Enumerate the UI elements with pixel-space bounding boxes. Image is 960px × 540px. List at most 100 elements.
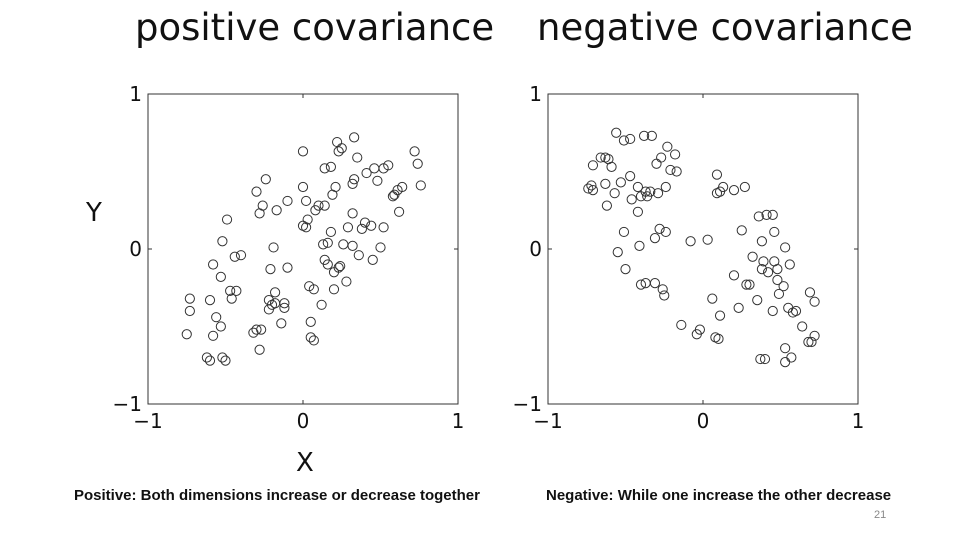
data-point xyxy=(806,336,817,348)
data-point xyxy=(635,279,647,290)
data-point xyxy=(587,160,599,171)
caption-negative: Negative: While one increase the other d… xyxy=(546,487,892,504)
data-point xyxy=(744,279,755,290)
data-point xyxy=(341,276,352,287)
data-point xyxy=(342,222,354,233)
data-point xyxy=(217,236,228,247)
y-tick-label: 0 xyxy=(529,237,542,261)
data-point xyxy=(660,226,671,238)
data-point xyxy=(297,181,309,193)
data-point xyxy=(665,164,676,176)
data-point xyxy=(372,175,383,186)
data-point xyxy=(217,352,228,363)
x-tick-label: −1 xyxy=(133,409,162,433)
data-point xyxy=(660,181,671,193)
data-point xyxy=(645,186,656,197)
data-point xyxy=(654,223,665,234)
data-point xyxy=(211,312,222,323)
data-point xyxy=(356,223,367,234)
data-point xyxy=(773,288,785,300)
data-point xyxy=(256,324,267,335)
data-point xyxy=(778,281,789,292)
data-point xyxy=(231,285,242,296)
data-point xyxy=(640,186,651,197)
data-point xyxy=(215,321,226,332)
data-point xyxy=(600,178,611,190)
data-point xyxy=(397,181,408,193)
data-point xyxy=(718,181,729,193)
data-point xyxy=(349,132,360,143)
y-tick-label: 0 xyxy=(129,237,142,261)
data-point xyxy=(409,146,420,157)
data-point xyxy=(670,149,681,160)
data-point xyxy=(208,330,219,341)
data-point xyxy=(634,240,645,251)
y-tick-label: 1 xyxy=(129,82,142,106)
data-point xyxy=(235,250,247,261)
data-point xyxy=(714,310,726,321)
data-point xyxy=(302,214,313,225)
data-point xyxy=(226,293,237,304)
data-point xyxy=(208,259,219,270)
data-point xyxy=(618,226,630,238)
data-point xyxy=(728,270,740,281)
data-point xyxy=(756,264,767,275)
data-point xyxy=(671,166,682,177)
data-point xyxy=(313,200,324,211)
data-point xyxy=(790,305,802,317)
data-point xyxy=(611,127,622,138)
data-point xyxy=(649,233,661,244)
data-point xyxy=(662,141,673,152)
data-point xyxy=(333,146,344,157)
data-point xyxy=(772,274,783,286)
data-point xyxy=(733,302,744,313)
data-point xyxy=(626,194,637,205)
data-point xyxy=(763,267,774,278)
caption-positive: Positive: Both dimensions increase or de… xyxy=(74,487,480,504)
data-point xyxy=(229,251,240,262)
x-tick-label: 0 xyxy=(697,409,710,433)
data-point xyxy=(181,329,192,340)
data-point xyxy=(336,143,347,154)
data-point xyxy=(797,321,808,332)
data-point xyxy=(736,225,747,236)
data-point xyxy=(702,234,713,245)
data-point xyxy=(649,278,661,289)
data-point xyxy=(353,250,364,261)
data-point xyxy=(268,242,279,253)
y-tick-label: 1 xyxy=(529,82,542,106)
data-point xyxy=(319,163,330,174)
data-point xyxy=(583,183,594,194)
data-point xyxy=(415,180,426,191)
data-point xyxy=(625,171,636,182)
data-point xyxy=(713,333,724,344)
data-point xyxy=(359,217,371,228)
data-point xyxy=(646,130,657,141)
data-point xyxy=(184,293,195,304)
data-point xyxy=(612,247,623,258)
data-point xyxy=(767,209,778,220)
data-point xyxy=(620,264,631,275)
data-point xyxy=(632,206,644,217)
data-point xyxy=(809,330,820,341)
data-point xyxy=(305,332,316,343)
data-point xyxy=(316,299,327,310)
data-point xyxy=(366,220,377,231)
data-point xyxy=(587,185,599,196)
data-point xyxy=(803,336,814,348)
data-point xyxy=(279,302,290,313)
data-point xyxy=(685,236,696,247)
data-point xyxy=(601,200,613,211)
data-point xyxy=(335,260,346,272)
plot-frame-positive xyxy=(147,93,459,405)
data-point xyxy=(282,262,293,273)
data-point xyxy=(741,279,752,290)
data-point xyxy=(322,259,333,270)
data-point xyxy=(201,352,213,363)
data-point xyxy=(301,195,312,207)
data-point xyxy=(308,284,319,295)
data-point xyxy=(251,186,262,197)
data-point xyxy=(412,158,423,169)
data-point xyxy=(659,290,670,301)
data-point xyxy=(215,271,226,282)
